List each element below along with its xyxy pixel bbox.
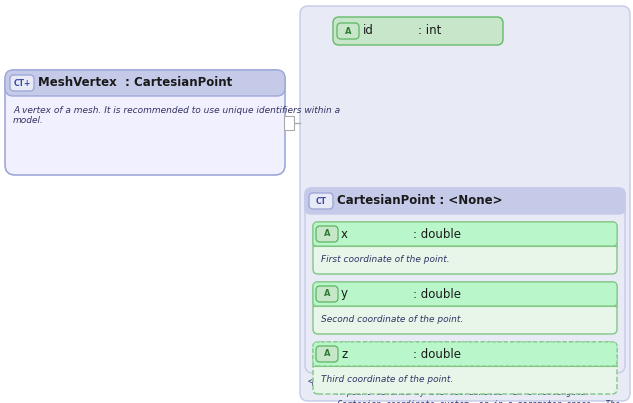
FancyBboxPatch shape (313, 282, 617, 334)
Text: id: id (363, 25, 374, 37)
Text: z: z (341, 347, 348, 361)
Text: CT+: CT+ (13, 79, 30, 87)
Text: A: A (323, 229, 330, 239)
FancyBboxPatch shape (337, 23, 359, 39)
Text: Third coordinate of the point.: Third coordinate of the point. (321, 376, 453, 384)
FancyBboxPatch shape (309, 193, 333, 209)
Text: : double: : double (413, 287, 461, 301)
Text: x: x (341, 228, 348, 241)
FancyBboxPatch shape (10, 75, 34, 91)
Text: : double: : double (413, 228, 461, 241)
Bar (284, 116, 294, 129)
Text: <p>
      A point defined by its coordinates  in a rectangular
      Cartesian c: <p> A point defined by its coordinates i… (308, 377, 630, 403)
FancyBboxPatch shape (313, 282, 617, 306)
Text: A: A (323, 349, 330, 359)
FancyBboxPatch shape (333, 17, 503, 45)
FancyBboxPatch shape (300, 6, 630, 401)
FancyBboxPatch shape (5, 70, 285, 175)
Text: : double: : double (413, 347, 461, 361)
Text: y: y (341, 287, 348, 301)
FancyBboxPatch shape (5, 70, 285, 96)
Text: A: A (323, 289, 330, 299)
Text: Second coordinate of the point.: Second coordinate of the point. (321, 316, 463, 324)
FancyBboxPatch shape (305, 188, 625, 373)
FancyBboxPatch shape (316, 226, 338, 242)
FancyBboxPatch shape (305, 188, 625, 214)
FancyBboxPatch shape (313, 222, 617, 274)
FancyBboxPatch shape (313, 342, 617, 394)
FancyBboxPatch shape (313, 342, 617, 366)
Text: CT: CT (315, 197, 327, 206)
Text: A vertex of a mesh. It is recommended to use unique identifiers within a
model.: A vertex of a mesh. It is recommended to… (13, 106, 340, 125)
Text: MeshVertex  : CartesianPoint: MeshVertex : CartesianPoint (38, 77, 232, 89)
FancyBboxPatch shape (316, 286, 338, 302)
Text: First coordinate of the point.: First coordinate of the point. (321, 256, 449, 264)
Text: : int: : int (418, 25, 441, 37)
FancyBboxPatch shape (313, 222, 617, 246)
Text: A: A (345, 27, 351, 35)
FancyBboxPatch shape (316, 346, 338, 362)
Text: CartesianPoint : <None>: CartesianPoint : <None> (337, 195, 503, 208)
